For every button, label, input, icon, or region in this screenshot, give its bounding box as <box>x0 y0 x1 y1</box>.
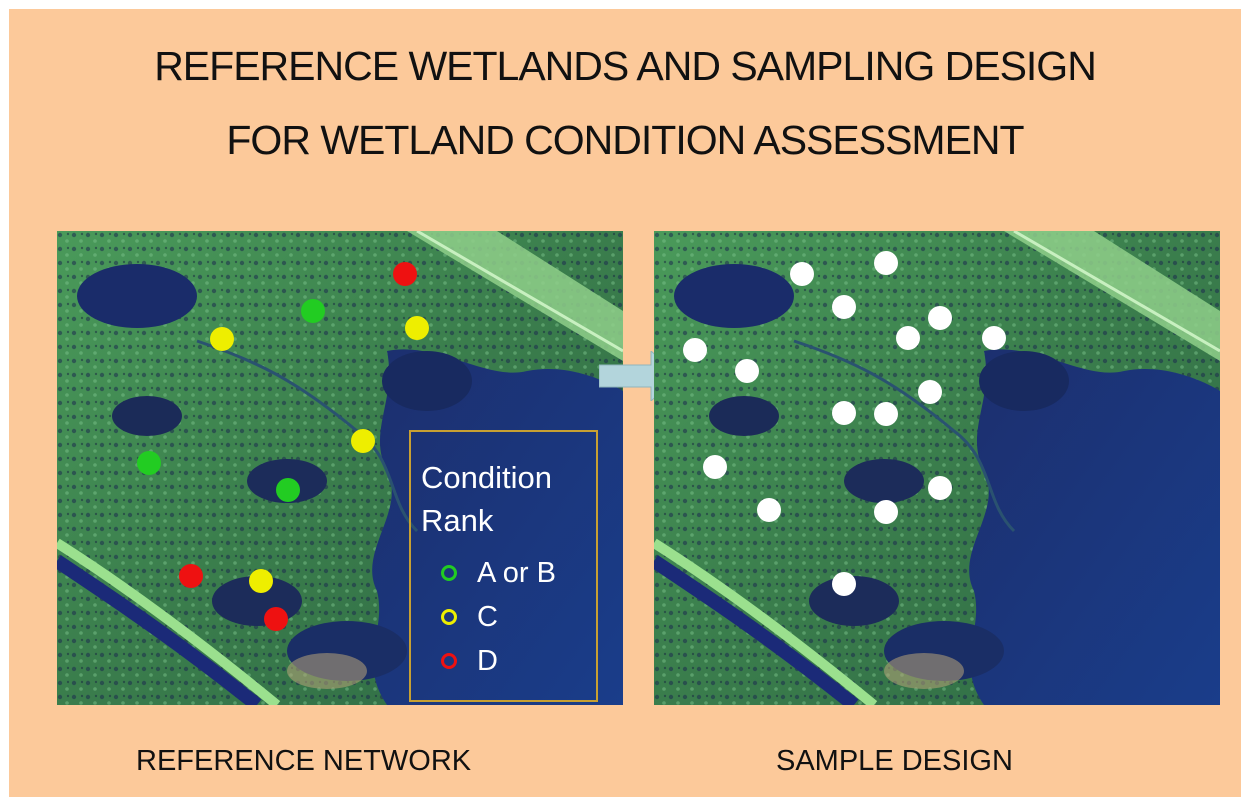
legend-item-a-or-b: A or B <box>441 553 556 593</box>
site-marker-d <box>264 607 288 631</box>
legend-title: Condition Rank <box>421 460 552 538</box>
river <box>57 555 262 705</box>
sediment-area <box>884 653 964 689</box>
sediment-area <box>287 653 367 689</box>
sample-point <box>928 306 952 330</box>
site-marker-d <box>179 564 203 588</box>
river <box>654 555 859 705</box>
sample-point <box>982 326 1006 350</box>
slide-title-line-2: FOR WETLAND CONDITION ASSESSMENT <box>226 117 1024 163</box>
sample-point <box>928 476 952 500</box>
yellow-ring-icon <box>441 609 457 625</box>
sample-point <box>874 402 898 426</box>
river-bank <box>654 538 878 705</box>
site-markers <box>137 262 429 631</box>
lake-northwest <box>674 264 794 328</box>
sample-point <box>735 359 759 383</box>
bayou-channel <box>793 339 1016 533</box>
site-marker-a-or-b <box>137 451 161 475</box>
site-marker-c <box>405 316 429 340</box>
site-marker-d <box>393 262 417 286</box>
reference-network-caption: REFERENCE NETWORK <box>136 745 472 777</box>
legend-label: A or B <box>477 556 556 589</box>
sample-points <box>683 251 1006 596</box>
green-ring-icon <box>441 565 457 581</box>
levee-road <box>416 231 623 353</box>
pond-3 <box>844 459 924 503</box>
sample-design-map <box>654 231 1220 705</box>
sample-point <box>832 295 856 319</box>
sample-point <box>874 500 898 524</box>
bay-water <box>372 349 623 705</box>
legend-label: C <box>477 600 498 633</box>
sample-design-caption: SAMPLE DESIGN <box>776 745 1013 777</box>
lake-northwest <box>77 264 197 328</box>
sample-point <box>896 326 920 350</box>
bay-water <box>969 349 1220 705</box>
pond-4 <box>809 576 899 626</box>
red-ring-icon <box>441 653 457 669</box>
sample-point <box>832 572 856 596</box>
pond-2 <box>709 396 779 436</box>
pond-1 <box>979 351 1069 411</box>
site-marker-c <box>249 569 273 593</box>
levee-road <box>1013 231 1220 353</box>
pond-1 <box>382 351 472 411</box>
sample-point <box>832 401 856 425</box>
site-marker-c <box>351 429 375 453</box>
slide: REFERENCE WETLANDS AND SAMPLING DESIGN F… <box>9 9 1241 797</box>
legend-item-d: D <box>441 641 498 681</box>
condition-rank-legend: Condition Rank A or B C D <box>409 430 598 702</box>
legend-item-c: C <box>441 597 498 637</box>
sample-point <box>874 251 898 275</box>
levee-strip <box>407 231 623 361</box>
site-marker-a-or-b <box>301 299 325 323</box>
sample-point <box>757 498 781 522</box>
reference-network-map <box>57 231 623 705</box>
slide-title-line-1: REFERENCE WETLANDS AND SAMPLING DESIGN <box>154 43 1097 89</box>
site-marker-c <box>210 327 234 351</box>
site-marker-a-or-b <box>276 478 300 502</box>
legend-label: D <box>477 644 498 677</box>
levee-strip <box>1004 231 1220 361</box>
sample-point <box>918 380 942 404</box>
sample-point <box>703 455 727 479</box>
pond-2 <box>112 396 182 436</box>
sample-point <box>790 262 814 286</box>
sample-point <box>683 338 707 362</box>
river-bank <box>57 538 281 705</box>
